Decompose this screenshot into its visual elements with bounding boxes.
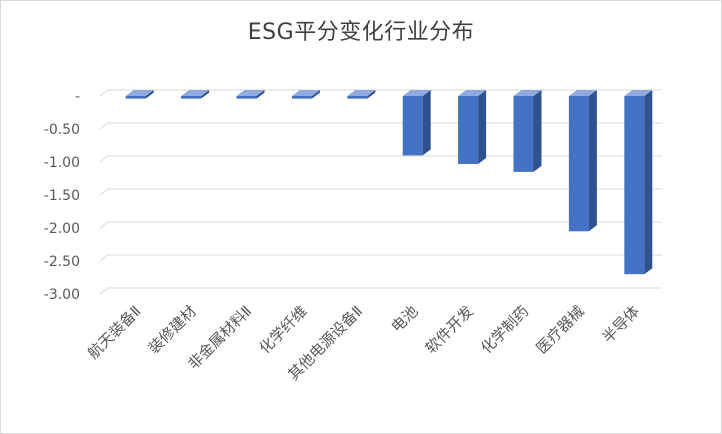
bar-top	[568, 90, 597, 96]
x-tick-label: 航天装备Ⅱ	[84, 302, 144, 362]
bar-front	[181, 96, 202, 99]
bar-5	[347, 90, 376, 99]
x-tick-label: 化学制药	[477, 302, 532, 357]
y-tick-label: -3.00	[44, 287, 80, 303]
x-tick-label: 软件开发	[422, 302, 477, 357]
bar-top	[402, 90, 431, 96]
bar-side	[478, 90, 487, 164]
bar-front	[291, 96, 312, 99]
bar-side	[367, 90, 376, 99]
y-axis-ticks: - -0.50 -1.00 -1.50 -2.00 -2.50 -3.00	[44, 89, 80, 303]
bar-front	[236, 96, 257, 99]
bar-top	[181, 90, 210, 96]
bar-top	[458, 90, 487, 96]
gridline	[99, 287, 662, 295]
bar-side	[422, 90, 431, 156]
bar-front	[402, 96, 423, 156]
y-tick-label: -2.50	[44, 254, 80, 270]
bar-side	[311, 90, 320, 99]
bar-top	[125, 90, 154, 96]
y-tick-label: -	[75, 89, 80, 105]
bar-8	[513, 90, 542, 172]
bar-side	[644, 90, 653, 275]
bar-side	[145, 90, 154, 99]
chart-title: ESG平分变化行业分布	[247, 20, 475, 45]
gridline	[99, 188, 662, 196]
bar-4	[291, 90, 320, 99]
y-tick-label: -0.50	[44, 122, 80, 138]
bars	[125, 90, 653, 275]
bar-3	[236, 90, 265, 99]
x-tick-label: 半导体	[599, 302, 644, 347]
gridline	[99, 221, 662, 229]
bar-top	[236, 90, 265, 96]
y-tick-label: -2.00	[44, 221, 80, 237]
bar-10	[624, 90, 653, 275]
y-tick-label: -1.00	[44, 155, 80, 171]
bar-top	[513, 90, 542, 96]
bar-2	[181, 90, 210, 99]
x-tick-label: 化学纤维	[256, 302, 311, 357]
y-tick-label: -1.50	[44, 188, 80, 204]
bar-side	[533, 90, 542, 172]
bar-7	[458, 90, 487, 164]
bar-side	[256, 90, 265, 99]
bar-front	[624, 96, 645, 275]
x-tick-label: 医疗器械	[533, 302, 588, 357]
bar-front	[458, 96, 479, 164]
x-tick-label: 电池	[388, 302, 422, 336]
bar-front	[568, 96, 589, 232]
bar-side	[201, 90, 210, 99]
bar-top	[347, 90, 376, 96]
bar-1	[125, 90, 154, 99]
bar-side	[588, 90, 597, 232]
bar-front	[513, 96, 534, 172]
bar-top	[291, 90, 320, 96]
gridline	[99, 254, 662, 262]
bar-6	[402, 90, 431, 156]
bar-9	[568, 90, 597, 232]
bar-front	[347, 96, 368, 99]
x-tick-label: 装修建材	[145, 302, 200, 357]
bar-front	[125, 96, 146, 99]
bar-top	[624, 90, 653, 96]
